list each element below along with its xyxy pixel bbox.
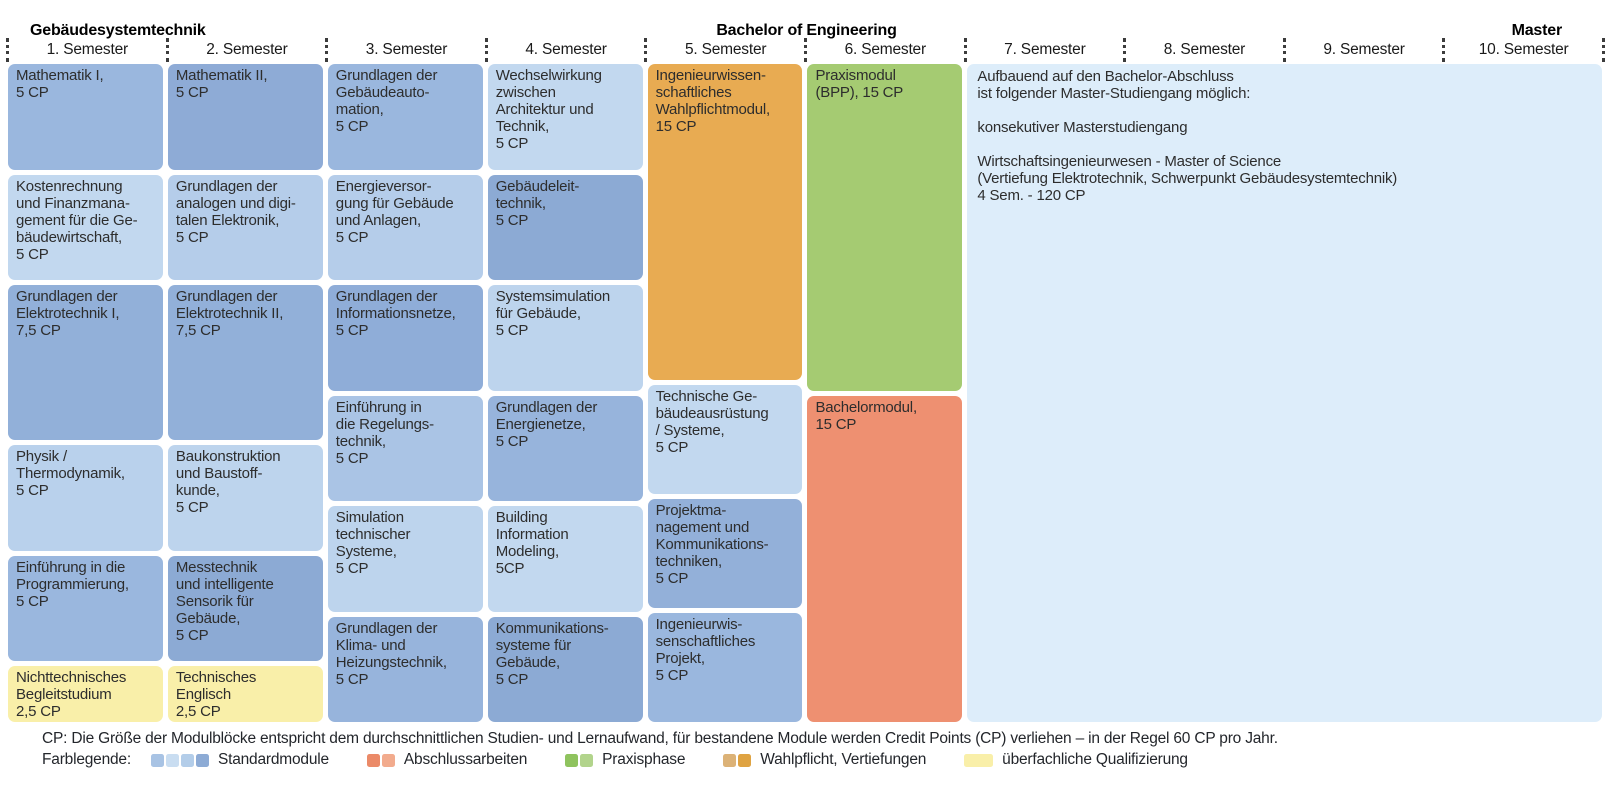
module-block: Physik / Thermodynamik, 5 CP: [8, 445, 163, 551]
module-block: Einführung in die Regelungs- technik, 5 …: [327, 395, 483, 501]
module-block: Grundlagen der Klima- und Heizungstechni…: [327, 616, 483, 722]
legend-item: Praxisphase: [565, 751, 685, 769]
legend-color-swatch: [195, 753, 209, 767]
legend-item: Standardmodule: [150, 751, 329, 769]
module-block: Praxismodul (BPP), 15 CP: [807, 64, 963, 391]
semester-separator-dotted-line: [803, 38, 807, 62]
semester-separator-dotted-line: [1442, 38, 1446, 62]
module-block: Grundlagen der Informationsnetze, 5 CP: [327, 285, 483, 391]
legend-item-label: Praxisphase: [602, 751, 686, 768]
legend-color-swatch: [738, 753, 752, 767]
module-block: Nichttechnisches Begleitstudium 2,5 CP: [8, 666, 163, 722]
module-block: Projektma- nagement und Kommunikations- …: [647, 498, 803, 608]
module-block: Grundlagen der Elektrotechnik II, 7,5 CP: [167, 285, 323, 441]
semester-label-9: 9. Semester: [1323, 41, 1405, 58]
semester-label-8: 8. Semester: [1163, 41, 1246, 58]
legend-item-label: Abschlussarbeiten: [403, 751, 528, 768]
module-block: Ingenieurwissen- schaftliches Wahlpflich…: [647, 64, 803, 380]
semester-separator-dotted-line: [963, 38, 967, 62]
semester-label-10: 10. Semester: [1478, 41, 1569, 58]
legend-color-swatch: [165, 753, 179, 767]
semester-column-2: Mathematik II, 5 CP Grundlagen der analog…: [167, 64, 323, 722]
semester-label-4: 4. Semester: [525, 41, 607, 58]
legend-item-label: Wahlpflicht, Vertiefungen: [760, 751, 927, 768]
semester-label-3: 3. Semester: [365, 41, 448, 58]
legend-color-swatch: [381, 753, 395, 767]
semester-separator-dotted-line: [1601, 38, 1605, 62]
module-block: Energieversor- gung für Gebäude und Anla…: [327, 174, 483, 280]
module-block: Mathematik I, 5 CP: [8, 64, 163, 170]
legend-color-swatch: [565, 753, 579, 767]
module-block: Bachelormodul, 15 CP: [807, 395, 963, 722]
semester-column-1: Mathematik I, 5 CP Kostenrechnung und Fin…: [8, 64, 163, 722]
semester-label-5: 5. Semester: [684, 41, 767, 58]
master-info-block: Aufbauend auf den Bachelor-Abschluss ist…: [967, 64, 1602, 722]
legend-color-swatch: [964, 753, 994, 767]
program-title: Gebäudesystemtechnik: [30, 22, 206, 39]
legend-color-swatch: [723, 753, 737, 767]
color-legend: Farblegende: Standardmodule Abschlussarbe…: [42, 751, 1226, 769]
semester-separator-dotted-line: [644, 38, 648, 62]
legend-color-swatch: [580, 753, 594, 767]
semester-column-3: Grundlagen der Gebäudeauto- mation, 5 CP…: [327, 64, 483, 722]
module-block: Building Information Modeling, 5CP: [487, 506, 643, 612]
semester-column-6: Praxismodul (BPP), 15 CP Bachelormodul, 1…: [807, 64, 963, 722]
semester-label-1: 1. Semester: [46, 41, 129, 58]
semester-label-6: 6. Semester: [844, 41, 927, 58]
module-block: Technische Ge- bäudeausrüstung / Systeme…: [647, 384, 803, 494]
legend-color-swatch: [366, 753, 380, 767]
module-grid: Mathematik I, 5 CP Kostenrechnung und Fin…: [8, 64, 1602, 723]
module-block: Gebäudeleit- technik, 5 CP: [487, 174, 643, 280]
module-block: Grundlagen der Elektrotechnik I, 7,5 CP: [8, 285, 163, 441]
module-block: Simulation technischer Systeme, 5 CP: [327, 506, 483, 612]
module-block: Baukonstruktion und Baustoff- kunde, 5 C…: [167, 445, 323, 551]
module-block: Wechselwirkung zwischen Architektur und …: [487, 64, 643, 170]
semester-separator-dotted-line: [6, 38, 9, 62]
semester-header-row: 1. Semester 2. Semester 3. Semester 4. Seme…: [6, 38, 1605, 62]
module-block: Kostenrechnung und Finanzmana- gement fü…: [8, 174, 163, 280]
module-block: Messtechnik und intelligente Sensorik fü…: [167, 555, 323, 662]
semester-separator-dotted-line: [165, 38, 169, 62]
semester-label-2: 2. Semester: [206, 41, 288, 58]
legend-title: Farblegende:: [42, 751, 131, 768]
module-block: Mathematik II, 5 CP: [167, 64, 323, 170]
semester-separator-dotted-line: [484, 38, 488, 62]
semester-separator-dotted-line: [1282, 38, 1286, 62]
semester-column-5: Ingenieurwissen- schaftliches Wahlpflich…: [647, 64, 803, 723]
legend-item-label: überfachliche Qualifizierung: [1002, 751, 1188, 768]
module-block: Grundlagen der Energienetze, 5 CP: [487, 395, 643, 501]
module-block: Technisches Englisch 2,5 CP: [167, 666, 323, 722]
degree-title: Bachelor of Engineering: [716, 22, 897, 39]
legend-item: Wahlpflicht, Vertiefungen: [723, 751, 926, 769]
semester-separator-dotted-line: [1123, 38, 1127, 62]
module-block: Einführung in die Programmierung, 5 CP: [8, 555, 163, 662]
legend-color-swatch: [180, 753, 194, 767]
legend-item: Abschlussarbeiten: [366, 751, 528, 769]
module-block: Grundlagen der Gebäudeauto- mation, 5 CP: [327, 64, 483, 170]
module-block: Systemsimulation für Gebäude, 5 CP: [487, 285, 643, 391]
legend-color-swatch: [150, 753, 164, 767]
master-title: Master: [1511, 22, 1563, 39]
semester-label-7: 7. Semester: [1004, 41, 1086, 58]
semester-separator-dotted-line: [325, 38, 329, 62]
title-row: Gebäudesystemtechnik Bachelor of Enginee…: [0, 22, 1613, 40]
legend-item: überfachliche Qualifizierung: [964, 751, 1188, 769]
cp-note: CP: Die Größe der Modulblöcke entspricht…: [42, 730, 1278, 747]
module-block: Kommunikations- systeme für Gebäude, 5 C…: [487, 616, 643, 722]
semester-column-4: Wechselwirkung zwischen Architektur und …: [487, 64, 643, 722]
legend-item-label: Standardmodule: [217, 751, 329, 768]
module-block: Grundlagen der analogen und digi- talen …: [167, 174, 323, 280]
module-block: Ingenieurwis- senschaftliches Projekt, 5…: [647, 612, 803, 723]
